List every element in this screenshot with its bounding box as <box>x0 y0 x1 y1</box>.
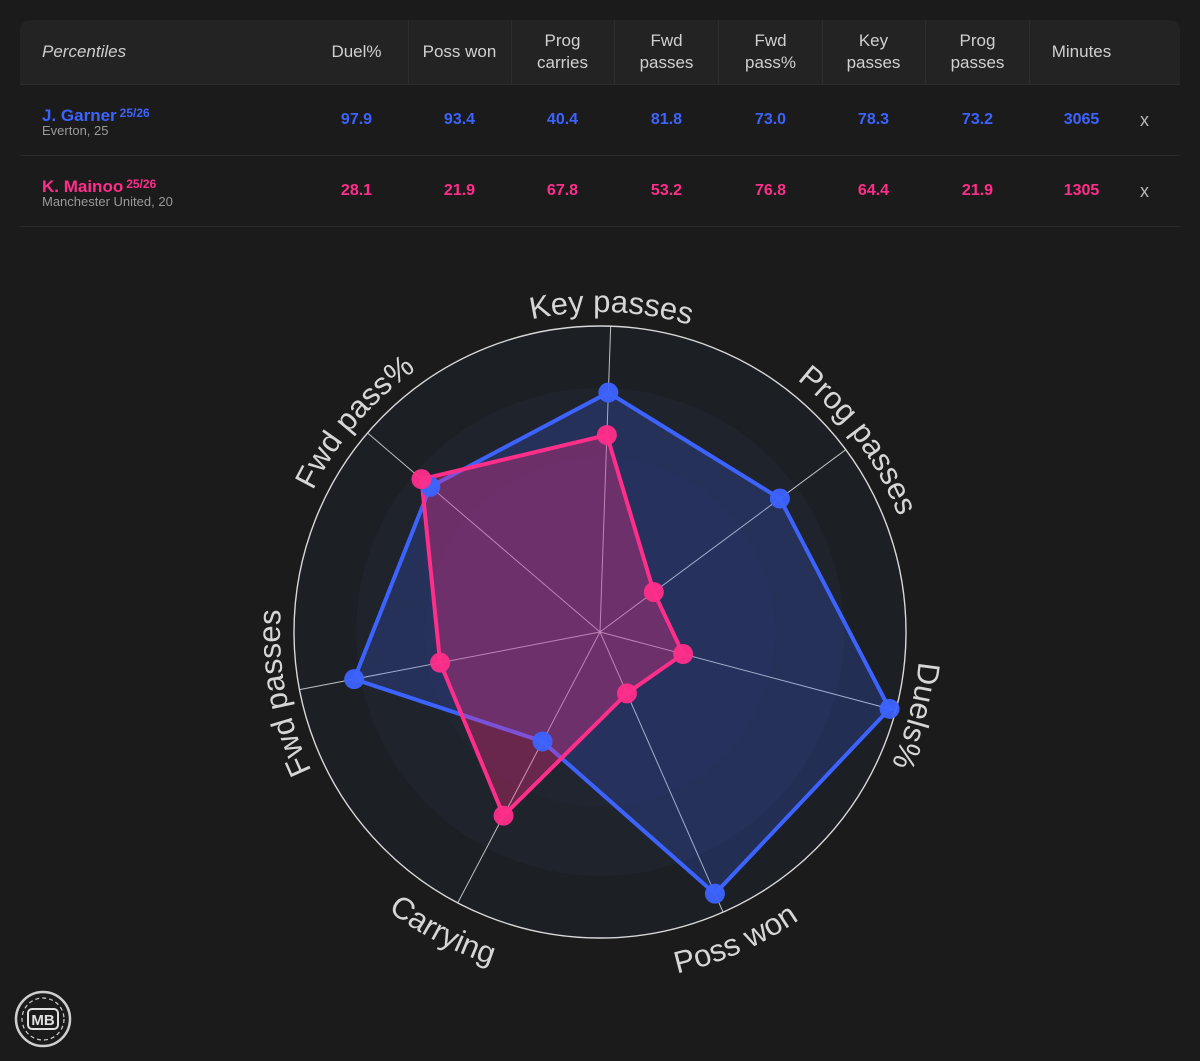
stat-value: 78.3 <box>857 111 890 128</box>
column-header-label: Fwd <box>754 31 787 50</box>
player-name[interactable]: J. Garner 25/26 <box>42 106 150 126</box>
column-header-label: passes <box>639 53 694 72</box>
stat-value: 76.8 <box>754 182 787 199</box>
column-header[interactable]: Poss won <box>408 20 512 84</box>
stat-value: 64.4 <box>857 182 890 199</box>
table-header: Percentiles Duel% Poss won Prog carries Fwd p… <box>20 20 1180 85</box>
radar-spoke <box>457 631 601 904</box>
radar-point <box>411 469 432 490</box>
player-row: J. Garner 25/26 Everton, 25 97.9 93.4 40.4 81.… <box>20 85 1180 156</box>
radar-point <box>344 669 365 690</box>
logo-text: MB <box>31 1012 54 1029</box>
column-header[interactable]: Fwd passes <box>615 20 719 84</box>
player-name-text: J. Garner <box>42 106 117 125</box>
stat-value: 53.2 <box>650 182 683 199</box>
radar-series-area <box>352 390 892 896</box>
stat-value: 67.8 <box>546 182 579 199</box>
column-header-label: Minutes <box>1051 42 1112 61</box>
column-header-label: passes <box>950 53 1005 72</box>
stat-value: 97.9 <box>340 111 373 128</box>
column-header[interactable]: Duel% <box>305 20 409 84</box>
column-header-label: carries <box>536 53 588 72</box>
stat-value: 21.9 <box>961 182 994 199</box>
column-header-label: Poss won <box>422 42 497 61</box>
stat-value: 21.9 <box>443 182 476 199</box>
stat-value: 28.1 <box>340 182 373 199</box>
remove-player-button[interactable]: x <box>1140 109 1149 130</box>
column-header-label: passes <box>846 53 901 72</box>
column-header[interactable]: Key passes <box>822 20 926 84</box>
radar-point <box>532 731 553 752</box>
radar-point <box>493 805 514 826</box>
radar-spoke <box>599 631 724 913</box>
player-row: K. Mainoo 25/26 Manchester United, 20 28.1 2… <box>20 156 1180 227</box>
stat-value: 93.4 <box>443 111 476 128</box>
player-season: 25/26 <box>119 106 150 120</box>
stat-value: 73.0 <box>754 111 787 128</box>
player-season: 25/26 <box>126 177 157 191</box>
player-team: Everton, 25 <box>42 123 109 138</box>
radar-point <box>596 425 617 446</box>
stat-value: 3065 <box>1063 111 1100 128</box>
column-header-label: Prog <box>959 31 996 50</box>
mb-logo: MB <box>14 990 72 1048</box>
radar-axis-label: Key passes <box>526 284 697 332</box>
stat-value: 40.4 <box>546 111 579 128</box>
column-header-label: Fwd <box>650 31 683 50</box>
column-header-label: Prog <box>544 31 581 50</box>
column-header[interactable]: Minutes <box>1030 20 1133 84</box>
player-name[interactable]: K. Mainoo 25/26 <box>42 177 156 197</box>
player-name-text: K. Mainoo <box>42 177 124 196</box>
percentiles-table: Percentiles Duel% Poss won Prog carries Fwd p… <box>20 20 1180 227</box>
column-header-label: Key <box>858 31 889 50</box>
radar-point <box>598 382 619 403</box>
column-header-label: pass% <box>744 53 797 72</box>
stat-value: 73.2 <box>961 111 994 128</box>
table-title: Percentiles <box>42 42 127 61</box>
player-team: Manchester United, 20 <box>42 194 173 209</box>
column-header[interactable]: Prog passes <box>926 20 1030 84</box>
radar-point <box>643 582 664 603</box>
stat-value: 1305 <box>1063 182 1100 199</box>
radar-point <box>616 683 637 704</box>
stat-value: 81.8 <box>650 111 683 128</box>
radar-point <box>673 644 694 665</box>
remove-player-button[interactable]: x <box>1140 180 1149 201</box>
radar-spoke <box>599 449 847 633</box>
column-header-label: Duel% <box>331 42 382 61</box>
column-header[interactable]: Prog carries <box>511 20 615 84</box>
radar-point <box>704 883 725 904</box>
column-header[interactable]: Fwd pass% <box>719 20 823 84</box>
radar-point <box>430 652 451 673</box>
radar-point <box>769 488 790 509</box>
radar-spoke <box>367 432 601 633</box>
radar-series-area <box>419 433 686 818</box>
radar-point <box>879 698 900 719</box>
radar-spoke <box>599 631 896 711</box>
radar-spoke <box>599 326 612 633</box>
